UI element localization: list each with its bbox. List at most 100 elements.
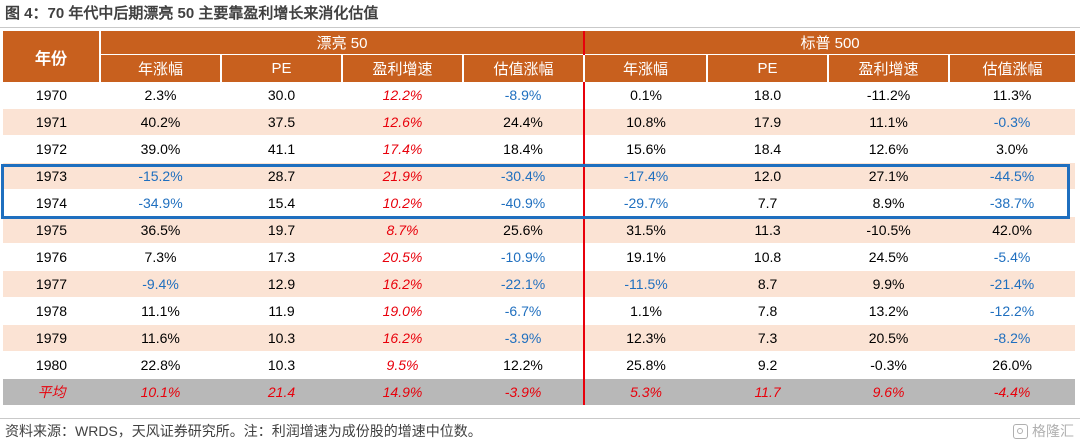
value-cell: 16.2%	[342, 270, 463, 298]
year-cell: 1977	[3, 270, 100, 298]
value-cell: 36.5%	[100, 216, 221, 244]
value-cell: 10.2%	[342, 189, 463, 217]
year-cell: 1973	[3, 162, 100, 190]
year-cell: 1978	[3, 297, 100, 325]
year-cell: 1979	[3, 324, 100, 352]
value-cell: 18.0	[707, 82, 829, 109]
value-cell: 2.3%	[100, 82, 221, 109]
value-cell: -10.5%	[828, 216, 950, 244]
table-row: 1973 -15.2% 28.7 21.9% -30.4% -17.4% 12.0 27.1%…	[3, 162, 1076, 190]
column-header: PE	[221, 54, 343, 82]
table-row: 1971 40.2% 37.5 12.6% 24.4% 10.8% 17.9 11.1% -0.…	[3, 108, 1076, 136]
value-cell: -40.9%	[463, 189, 585, 217]
watermark-text: 格隆汇	[1032, 423, 1074, 439]
value-cell: 15.4	[221, 189, 342, 217]
value-cell: -22.1%	[463, 270, 585, 298]
value-cell: 10.1%	[100, 378, 221, 405]
value-cell: -8.2%	[949, 324, 1076, 352]
year-header: 年份	[3, 31, 101, 82]
value-cell: -6.7%	[463, 297, 585, 325]
year-cell: 1972	[3, 135, 100, 163]
value-cell: -5.4%	[949, 243, 1076, 271]
value-cell: 12.0	[707, 162, 829, 190]
value-cell: 19.7	[221, 216, 342, 244]
column-header: 估值涨幅	[949, 54, 1076, 82]
value-cell: 30.0	[221, 82, 342, 109]
title-divider	[0, 27, 1080, 28]
value-cell: 13.2%	[828, 297, 950, 325]
value-cell: -34.9%	[100, 189, 221, 217]
value-cell: 31.5%	[583, 216, 708, 244]
value-cell: 14.9%	[342, 378, 463, 405]
year-cell: 1975	[3, 216, 100, 244]
value-cell: -15.2%	[100, 162, 221, 190]
column-header: 年涨幅	[100, 54, 222, 82]
value-cell: -12.2%	[949, 297, 1076, 325]
value-cell: 12.2%	[342, 82, 463, 109]
table-row: 1978 11.1% 11.9 19.0% -6.7% 1.1% 7.8 13.2% -12.2…	[3, 297, 1076, 325]
value-cell: 12.9	[221, 270, 342, 298]
value-cell: 16.2%	[342, 324, 463, 352]
value-cell: -38.7%	[949, 189, 1076, 217]
value-cell: -0.3%	[828, 351, 950, 379]
value-cell: 8.7%	[342, 216, 463, 244]
value-cell: 5.3%	[583, 378, 708, 405]
value-cell: 12.3%	[583, 324, 708, 352]
value-cell: -10.9%	[463, 243, 585, 271]
value-cell: 24.4%	[463, 108, 585, 136]
year-cell: 1970	[3, 82, 100, 109]
value-cell: 9.2	[707, 351, 829, 379]
value-cell: 12.6%	[828, 135, 950, 163]
value-cell: 10.3	[221, 324, 342, 352]
value-cell: -4.4%	[949, 378, 1076, 405]
value-cell: -9.4%	[100, 270, 221, 298]
value-cell: 21.4	[221, 378, 342, 405]
value-cell: 15.6%	[583, 135, 708, 163]
value-cell: 18.4	[707, 135, 829, 163]
watermark-logo-icon	[1013, 423, 1028, 439]
value-cell: -11.2%	[828, 82, 950, 109]
value-cell: 12.6%	[342, 108, 463, 136]
table-row: 1972 39.0% 41.1 17.4% 18.4% 15.6% 18.4 12.6% 3.0…	[3, 135, 1076, 163]
value-cell: 10.8%	[583, 108, 708, 136]
value-cell: 11.9	[221, 297, 342, 325]
value-cell: 10.8	[707, 243, 829, 271]
value-cell: 18.4%	[463, 135, 585, 163]
value-cell: 27.1%	[828, 162, 950, 190]
value-cell: 17.9	[707, 108, 829, 136]
value-cell: 20.5%	[828, 324, 950, 352]
value-cell: 8.7	[707, 270, 829, 298]
value-cell: 10.3	[221, 351, 342, 379]
value-cell: 22.8%	[100, 351, 221, 379]
value-cell: 7.3	[707, 324, 829, 352]
value-cell: 41.1	[221, 135, 342, 163]
value-cell: -29.7%	[583, 189, 708, 217]
value-cell: 7.3%	[100, 243, 221, 271]
table-row: 1979 11.6% 10.3 16.2% -3.9% 12.3% 7.3 20.5% -8.2…	[3, 324, 1076, 352]
value-cell: 7.7	[707, 189, 829, 217]
value-cell: 12.2%	[463, 351, 585, 379]
table-row: 1980 22.8% 10.3 9.5% 12.2% 25.8% 9.2 -0.3% 26.0%	[3, 351, 1076, 379]
year-cell: 1976	[3, 243, 100, 271]
value-cell: 11.1%	[828, 108, 950, 136]
value-cell: 21.9%	[342, 162, 463, 190]
table-body: 1970 2.3% 30.0 12.2% -8.9% 0.1% 18.0 -11.2% 11.3…	[3, 82, 1076, 405]
column-header: 盈利增速	[342, 54, 464, 82]
value-cell: -30.4%	[463, 162, 585, 190]
value-cell: -3.9%	[463, 324, 585, 352]
value-cell: 11.3	[707, 216, 829, 244]
value-cell: 17.3	[221, 243, 342, 271]
table-row: 1970 2.3% 30.0 12.2% -8.9% 0.1% 18.0 -11.2% 11.3…	[3, 82, 1076, 109]
footer-divider	[0, 418, 1080, 419]
value-cell: 11.3%	[949, 82, 1076, 109]
value-cell: -44.5%	[949, 162, 1076, 190]
value-cell: 3.0%	[949, 135, 1076, 163]
group-header-sp500: 标普 500	[583, 31, 1076, 55]
year-cell: 1971	[3, 108, 100, 136]
value-cell: 37.5	[221, 108, 342, 136]
value-cell: 0.1%	[583, 82, 708, 109]
value-cell: -8.9%	[463, 82, 585, 109]
figure-title: 图 4：70 年代中后期漂亮 50 主要靠盈利增长来消化估值	[5, 5, 379, 22]
year-cell: 平均	[3, 378, 100, 405]
value-cell: 25.8%	[583, 351, 708, 379]
